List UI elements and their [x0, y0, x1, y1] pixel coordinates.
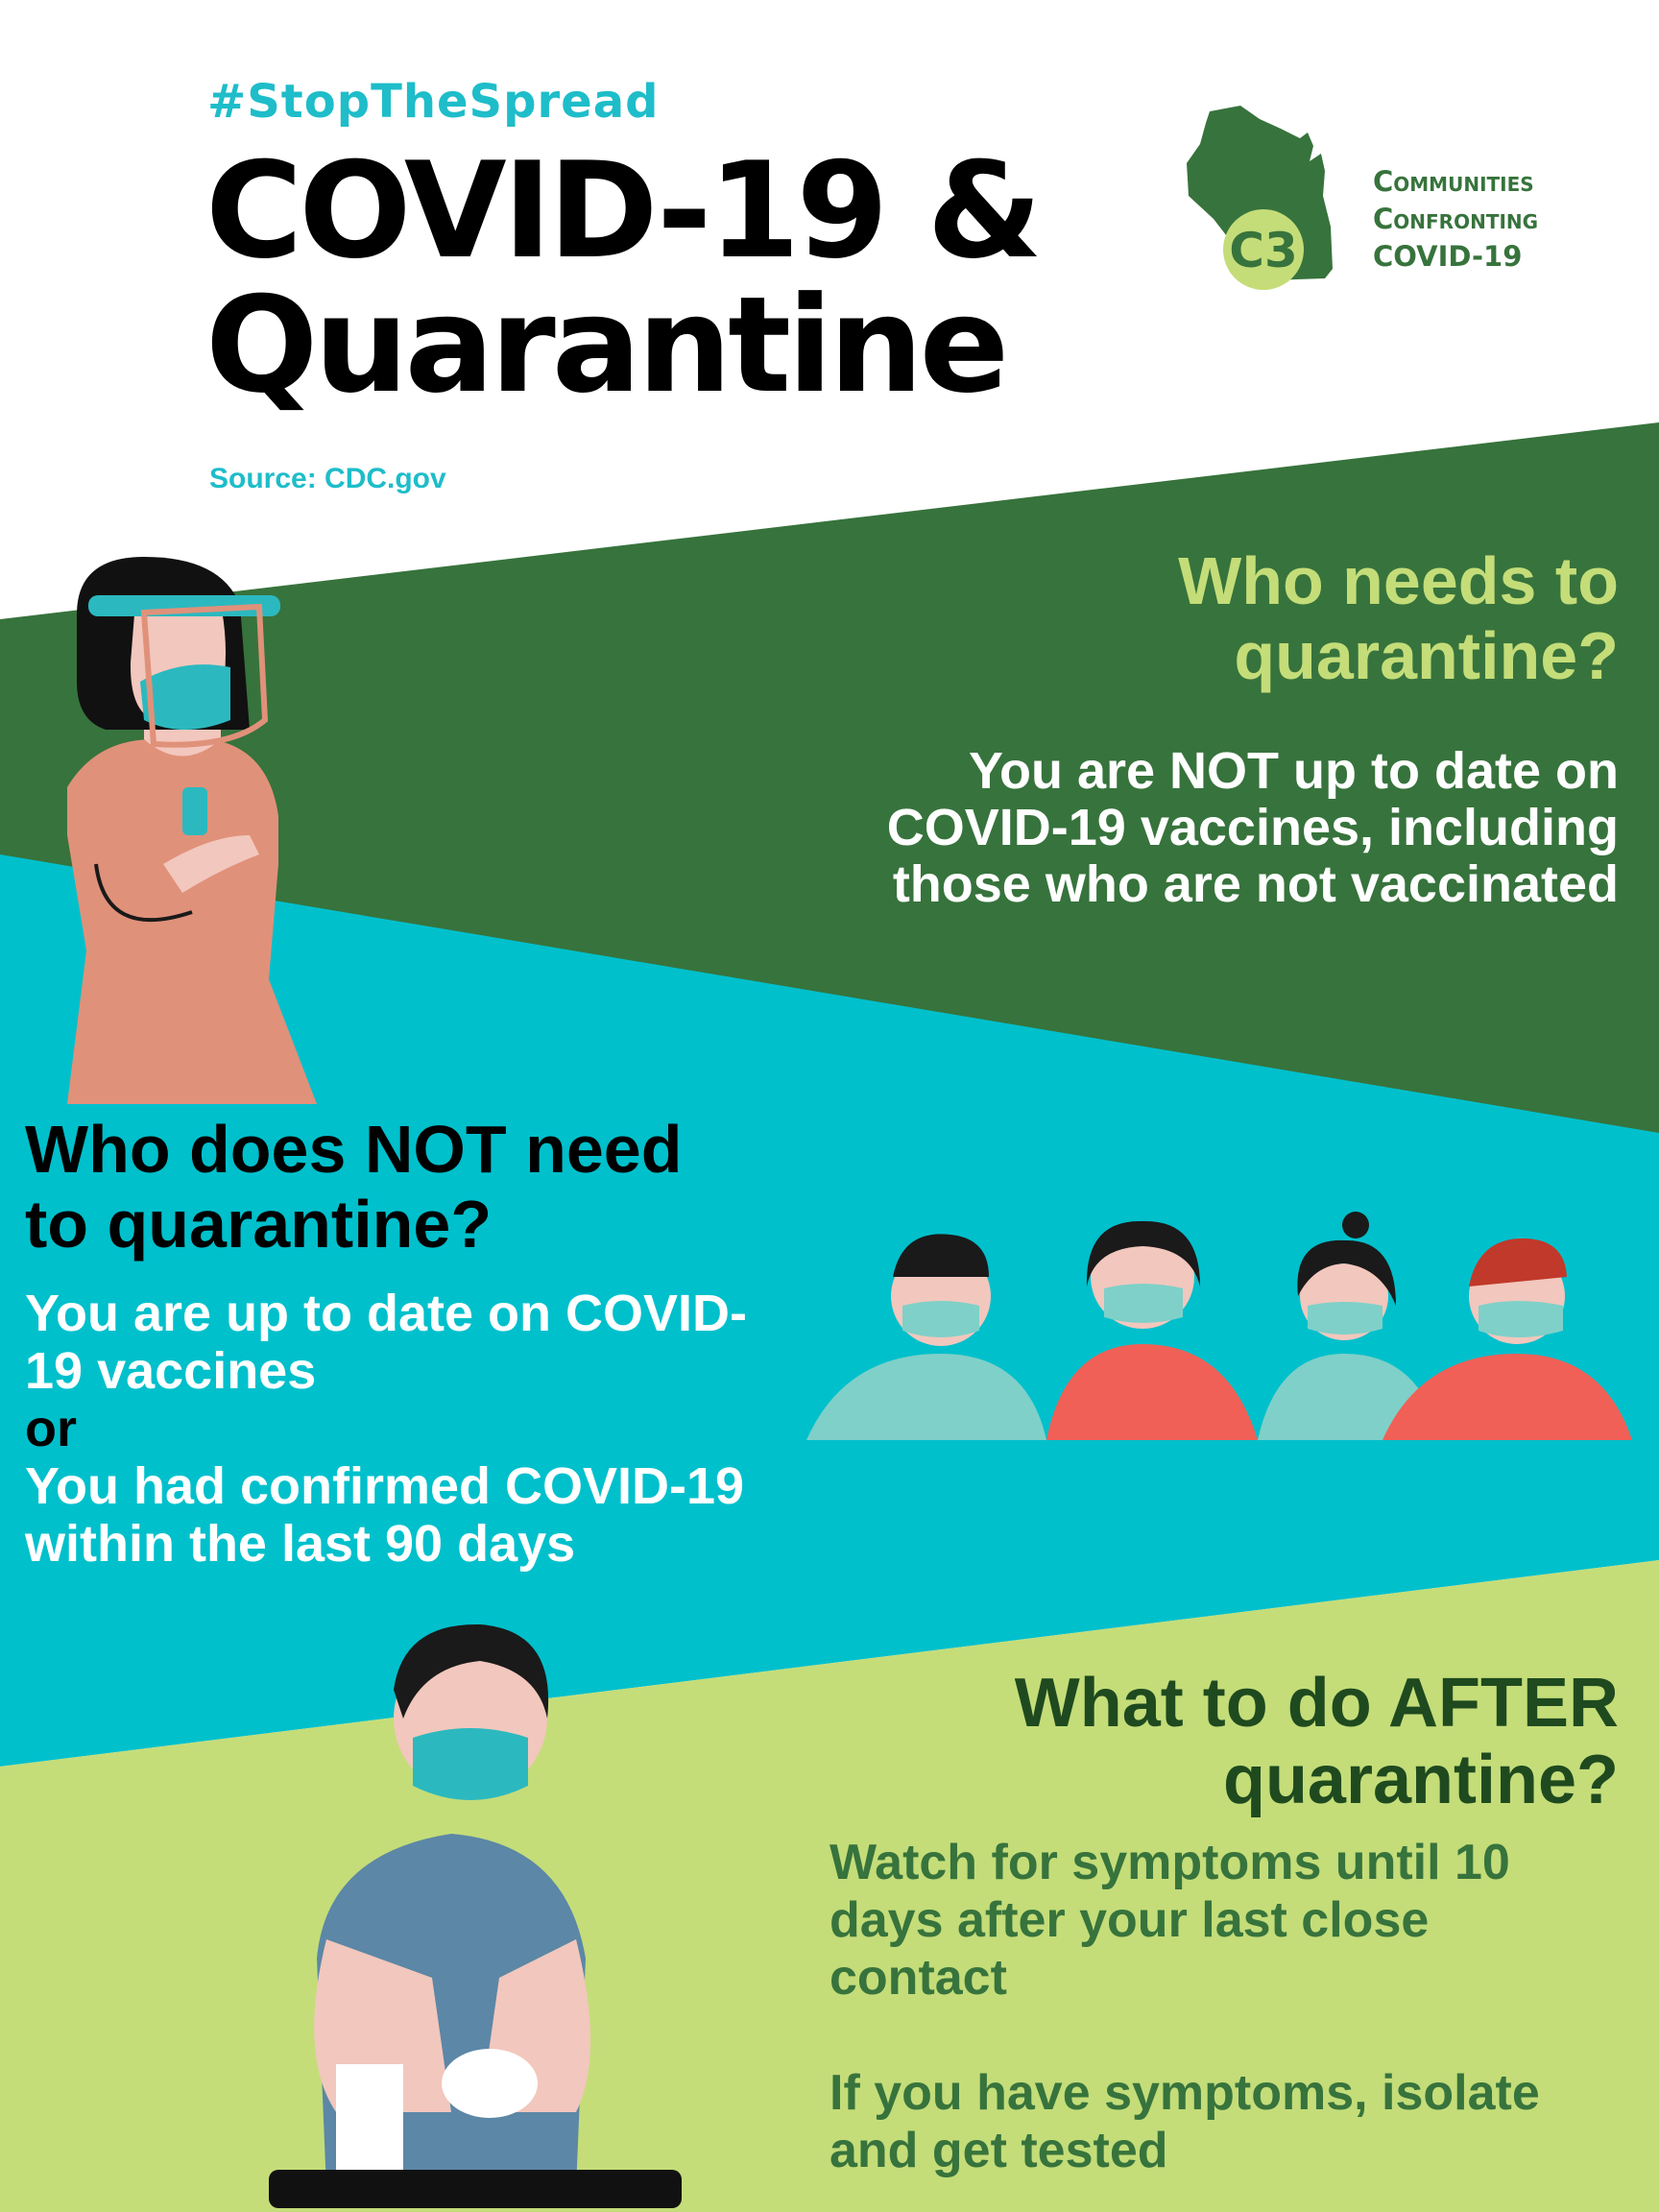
c3-mark: C3	[1229, 223, 1297, 278]
source-label: Source: CDC.gov	[209, 463, 446, 494]
logo-line-1: Communities	[1373, 165, 1534, 198]
title-line-2: Quarantine	[205, 268, 1009, 422]
needs-heading-line-1: Who needs to	[1178, 543, 1619, 618]
not-needed-body-line-4: within the last 90 days	[25, 1515, 576, 1573]
hashtag: #StopTheSpread	[207, 75, 660, 129]
wisconsin-map-icon: C3	[1187, 106, 1333, 290]
title-line-1: COVID-19 &	[205, 133, 1043, 288]
page-title: COVID-19 & Quarantine	[205, 133, 1043, 422]
masked-group-illustration	[806, 1212, 1632, 1440]
not-needed-heading-line-1: Who does NOT need	[25, 1112, 683, 1187]
logo-line-3: COVID-19	[1373, 240, 1523, 273]
after-body-line-3: contact	[830, 1950, 1007, 2006]
after-heading-line-2: quarantine?	[1222, 1742, 1619, 1818]
woman-washing-hands-illustration	[269, 1623, 682, 2208]
after-quarantine-body: Watch for symptoms until 10 days after y…	[830, 1834, 1617, 2179]
teal-band	[0, 845, 1659, 1767]
not-needed-body-line-2: 19 vaccines	[25, 1342, 317, 1400]
c3-badge	[1223, 209, 1304, 290]
c3-logo: C3 Communities Confronting COVID-19	[1181, 104, 1584, 290]
not-needed-body-line-1: You are up to date on COVID-	[25, 1285, 748, 1342]
not-needed-body: You are up to date on COVID- 19 vaccines…	[25, 1285, 812, 1573]
logo-line-2: Confronting	[1373, 203, 1539, 235]
woman-face-shield-sanitizer-illustration	[67, 557, 317, 1104]
after-body-line-1: Watch for symptoms until 10	[830, 1835, 1510, 1890]
needs-body-line-3: those who are not vaccinated	[892, 855, 1619, 913]
needs-heading-line-2: quarantine?	[1234, 618, 1619, 693]
not-needed-heading: Who does NOT need to quarantine?	[25, 1112, 682, 1262]
needs-body-line-2: COVID-19 vaccines, including	[886, 799, 1619, 856]
paragraph-gap	[830, 2007, 1617, 2064]
after-body-line-5: and get tested	[830, 2123, 1168, 2178]
needs-quarantine-heading: Who needs to quarantine?	[1178, 543, 1619, 693]
needs-quarantine-body: You are NOT up to date on COVID-19 vacci…	[887, 743, 1619, 913]
after-heading-line-1: What to do AFTER	[1014, 1665, 1619, 1742]
needs-body-line-1: You are NOT up to date on	[968, 742, 1619, 800]
or-separator: or	[25, 1400, 77, 1457]
after-body-line-4: If you have symptoms, isolate	[830, 2065, 1540, 2121]
not-needed-heading-line-2: to quarantine?	[25, 1187, 493, 1262]
dark-green-band	[0, 422, 1659, 1133]
after-quarantine-heading: What to do AFTER quarantine?	[1015, 1665, 1619, 1818]
not-needed-body-line-3: You had confirmed COVID-19	[25, 1457, 745, 1515]
after-body-line-2: days after your last close	[830, 1892, 1430, 1948]
logo-text: Communities Confronting COVID-19	[1373, 163, 1538, 276]
